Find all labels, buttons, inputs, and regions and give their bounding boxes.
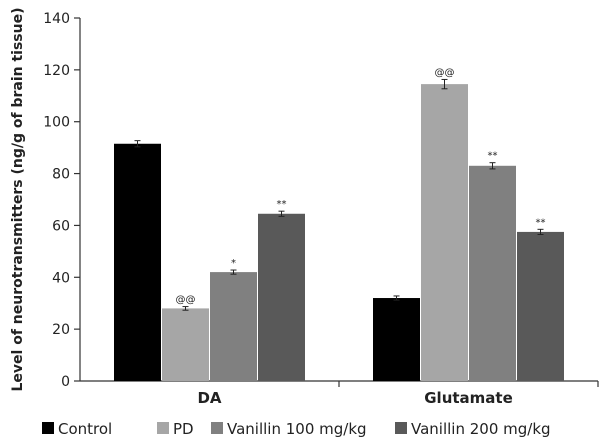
y-tick-label: 140	[43, 11, 70, 27]
y-tick-label: 0	[61, 374, 70, 390]
bar-vanillin-100-mg-kg-glutamate	[469, 165, 516, 381]
bar-vanillin-200-mg-kg-glutamate	[517, 231, 564, 381]
legend-label: PD	[173, 420, 194, 438]
y-tick-label: 120	[43, 63, 70, 79]
y-tick-label: 40	[52, 270, 70, 286]
significance-label: **	[536, 217, 546, 228]
bar-control-glutamate	[373, 298, 420, 381]
legend-item: Vanillin 100 mg/kg	[211, 420, 367, 438]
legend-item: Control	[42, 420, 112, 438]
legend-label: Vanillin 200 mg/kg	[411, 420, 551, 438]
legend-label: Control	[58, 420, 112, 438]
legend-item: Vanillin 200 mg/kg	[395, 420, 551, 438]
legend-item: PD	[157, 420, 194, 438]
legend-swatch	[42, 422, 54, 434]
legend-swatch	[211, 422, 223, 434]
bar-pd-glutamate	[421, 84, 468, 381]
significance-label: **	[277, 199, 287, 210]
y-axis-title: Level of neurotransmitters (ng/g of brai…	[10, 8, 26, 392]
bar-vanillin-200-mg-kg-da	[258, 213, 305, 381]
y-tick-label: 100	[43, 115, 70, 131]
bar-vanillin-100-mg-kg-da	[210, 272, 257, 381]
significance-label: @@	[435, 67, 455, 78]
legend-label: Vanillin 100 mg/kg	[227, 420, 367, 438]
axes: 0 20 40 60 80 100 120 140 DA Glutamate	[43, 11, 599, 407]
legend-swatch	[395, 422, 407, 434]
bars-group: @@***@@****	[114, 67, 564, 381]
significance-label: *	[231, 258, 236, 269]
legend: Control PD Vanillin 100 mg/kg Vanillin 200 …	[42, 420, 551, 438]
significance-label: **	[488, 151, 498, 162]
bar-control-da	[114, 143, 161, 381]
x-category-label: DA	[197, 389, 221, 407]
y-tick-label: 60	[52, 218, 70, 234]
x-category-label: Glutamate	[424, 389, 513, 407]
bar-pd-da	[162, 308, 209, 381]
y-tick-label: 80	[52, 167, 70, 183]
y-tick-label: 20	[52, 322, 70, 338]
significance-label: @@	[176, 295, 196, 306]
legend-swatch	[157, 422, 169, 434]
